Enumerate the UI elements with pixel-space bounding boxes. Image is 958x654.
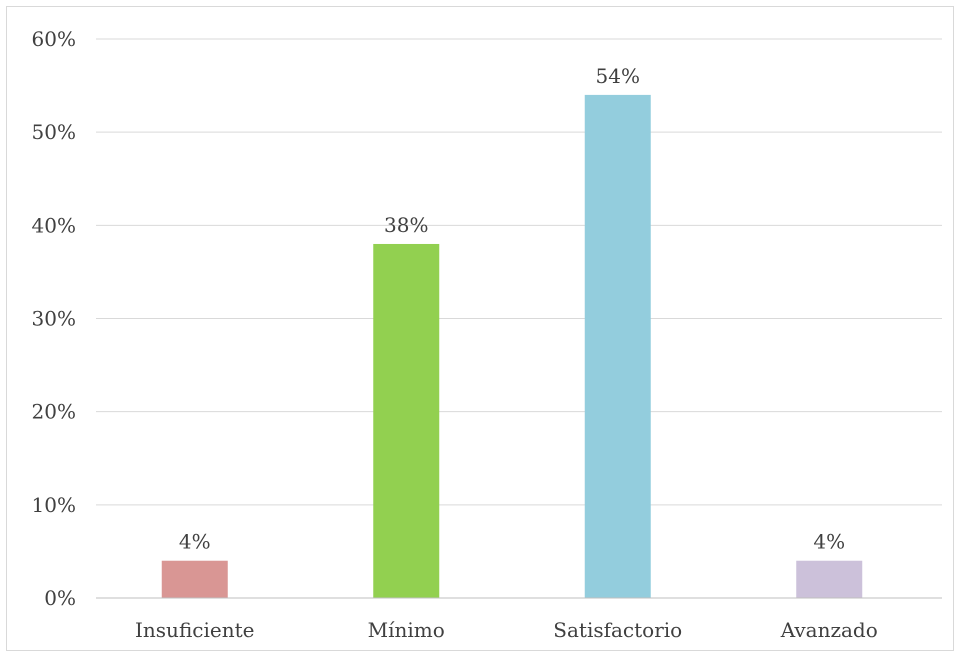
bar	[584, 94, 651, 599]
y-axis-ticks: 0% 10% 20% 30% 40% 50% 60%	[32, 27, 76, 610]
data-label: 38%	[384, 213, 428, 237]
x-category-label: Satisfactorio	[553, 618, 682, 642]
chart-frame	[6, 6, 954, 651]
y-tick-label: 30%	[32, 307, 76, 331]
x-axis-categories: Insuficiente Mínimo Satisfactorio Avanzado	[135, 618, 878, 642]
y-tick-label: 20%	[32, 400, 76, 424]
data-labels: 4% 38% 54% 4%	[179, 64, 845, 554]
x-category-label: Avanzado	[780, 618, 878, 642]
y-tick-label: 60%	[32, 27, 76, 51]
data-label: 4%	[179, 530, 211, 554]
x-category-label: Mínimo	[368, 618, 445, 642]
bar	[373, 243, 440, 598]
y-tick-label: 40%	[32, 213, 76, 237]
gridlines	[96, 38, 942, 506]
y-tick-label: 10%	[32, 493, 76, 517]
bar	[161, 560, 228, 598]
bars	[161, 94, 863, 599]
bar	[796, 560, 863, 598]
y-tick-label: 0%	[44, 586, 76, 610]
data-label: 54%	[596, 64, 640, 88]
data-label: 4%	[813, 530, 845, 554]
x-category-label: Insuficiente	[135, 618, 254, 642]
y-tick-label: 50%	[32, 120, 76, 144]
